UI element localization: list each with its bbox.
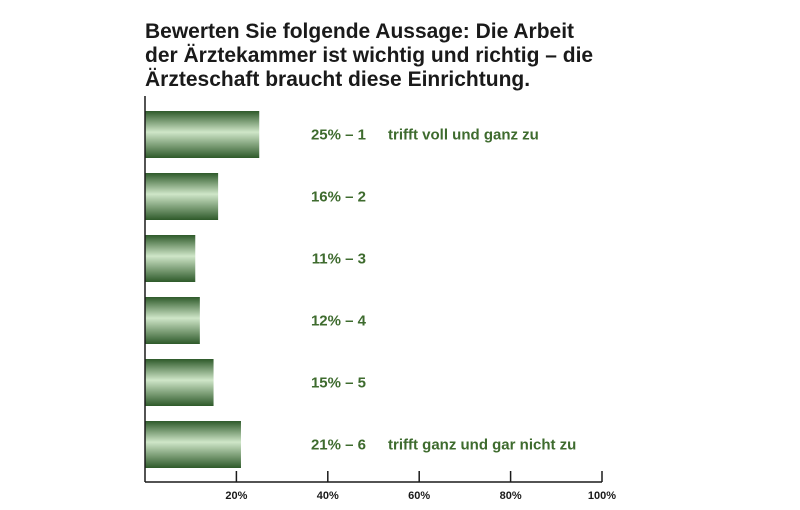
x-tick-label-60: 60%: [408, 490, 430, 502]
value-label-6: 21% – 6: [311, 437, 366, 454]
chart-title-line-3: Ärzteschaft braucht diese Einrichtung.: [145, 68, 531, 91]
description-label-6: trifft ganz und gar nicht zu: [388, 437, 576, 454]
x-tick-label-40: 40%: [317, 490, 339, 502]
bar-3: [145, 235, 196, 282]
bar-6: [145, 421, 241, 468]
bar-5: [145, 359, 214, 406]
x-axis: 20% 40% 60% 80% 100%: [144, 96, 616, 502]
value-label-5: 15% – 5: [311, 375, 366, 392]
chart-title-line-1: Bewerten Sie folgende Aussage: Die Arbei…: [145, 20, 575, 43]
bar-1: [145, 111, 260, 158]
value-label-3: 11% – 3: [312, 251, 366, 268]
x-tick-label-100: 100%: [588, 490, 616, 502]
bars-layer: 25% – 1 trifft voll und ganz zu 16% – 2 11%…: [145, 111, 576, 468]
bar-4: [145, 297, 200, 344]
value-label-4: 12% – 4: [311, 313, 367, 330]
value-label-2: 16% – 2: [311, 189, 366, 206]
description-label-1: trifft voll und ganz zu: [388, 127, 539, 144]
chart-title: Bewerten Sie folgende Aussage: Die Arbei…: [145, 20, 665, 92]
x-tick-label-20: 20%: [225, 490, 247, 502]
chart-title-line-2: der Ärztekammer ist wichtig und richtig …: [145, 44, 594, 67]
bar-2: [145, 173, 219, 220]
value-label-1: 25% – 1: [311, 127, 366, 144]
x-tick-label-80: 80%: [500, 490, 522, 502]
